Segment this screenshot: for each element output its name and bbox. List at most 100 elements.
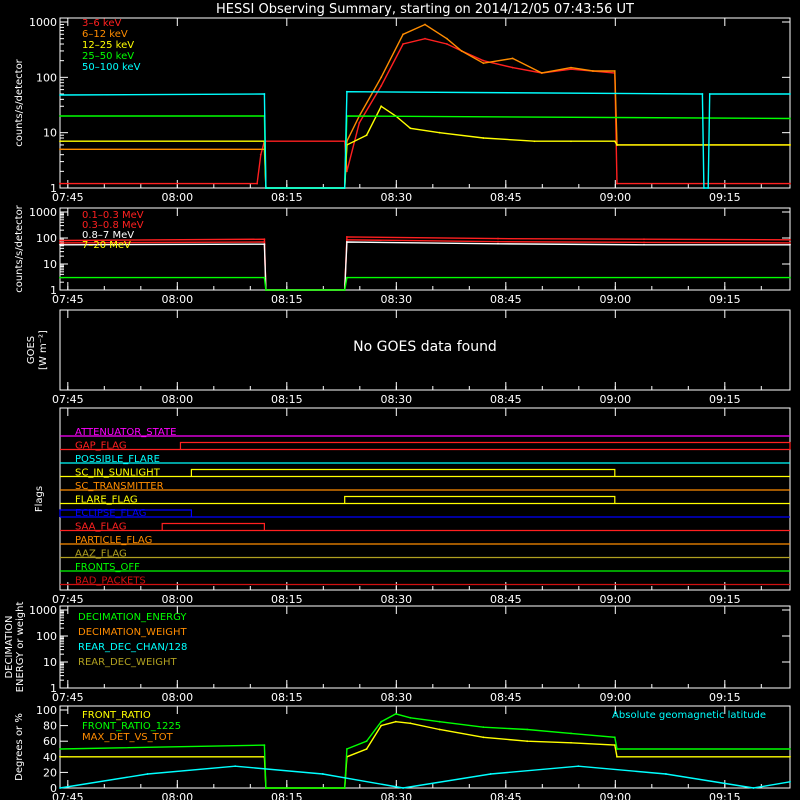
series-4-point xyxy=(343,187,346,189)
series-2-point xyxy=(789,780,791,783)
series-2-point xyxy=(59,140,61,143)
series-1-point xyxy=(570,732,572,735)
x-tick-label: 09:00 xyxy=(599,791,631,800)
series-2-point xyxy=(59,243,61,246)
series-1-point xyxy=(511,57,514,60)
series-4-line xyxy=(59,90,790,189)
x-tick-label: 08:00 xyxy=(161,191,193,204)
series-0-point xyxy=(345,170,348,173)
y-tick-label: 10 xyxy=(43,656,57,669)
series-2-line xyxy=(59,765,791,789)
series-2-point xyxy=(263,243,266,246)
series-0-point xyxy=(526,740,529,743)
series-0-point xyxy=(789,182,791,185)
x-tick-label: 08:45 xyxy=(490,593,522,606)
x-tick-label: 08:45 xyxy=(490,293,522,306)
y-axis-label: GOES xyxy=(26,336,37,364)
x-tick-label: 09:00 xyxy=(599,191,631,204)
series-1-point xyxy=(460,50,463,52)
y-tick-label: 1000 xyxy=(29,16,57,29)
panel-flags-frame xyxy=(59,407,791,591)
legend-entry: 7–20 MeV xyxy=(82,240,131,251)
series-0-point xyxy=(59,755,61,758)
series-1-point xyxy=(424,23,426,26)
series-3-point xyxy=(264,289,267,291)
legend-entry: 50–100 keV xyxy=(82,62,141,73)
y-tick-label: 20 xyxy=(43,766,57,779)
series-0-point xyxy=(59,239,61,242)
series-2-point xyxy=(497,242,499,245)
y-tick-label: 10 xyxy=(43,127,57,140)
flag-step xyxy=(179,441,791,450)
x-tick-label: 08:30 xyxy=(380,393,412,406)
x-tick-label: 08:00 xyxy=(161,691,193,704)
panel-ratio: 07:45 08:00 08:15 08:30 08:45 09:00 09:15 0 20 40… xyxy=(14,704,791,800)
flag-label: FRONTS_OFF xyxy=(75,562,140,573)
panel-counts-high-frame xyxy=(59,207,791,291)
series-2-point xyxy=(643,243,645,246)
series-3-point xyxy=(343,289,346,291)
legend-entry: 0.8–7 MeV xyxy=(82,230,134,241)
series-0-point xyxy=(789,238,791,241)
x-tick-label: 08:30 xyxy=(380,691,412,704)
series-2-point xyxy=(789,144,791,146)
series-4-point xyxy=(263,93,266,95)
y-axis-label: Flags xyxy=(34,486,45,512)
x-tick-label: 08:15 xyxy=(271,593,303,606)
y-tick-label: 1 xyxy=(50,682,57,695)
flag-label: BAD_PACKETS xyxy=(75,576,146,587)
legend-entry: 12–25 keV xyxy=(82,40,134,51)
series-2-point xyxy=(613,140,616,143)
legend-entry: DECIMATION_ENERGY xyxy=(78,612,187,623)
series-2-point xyxy=(409,127,412,130)
series-1-point xyxy=(59,148,61,151)
series-1-line xyxy=(60,23,790,189)
series-1-point xyxy=(482,726,485,729)
x-tick-label: 08:45 xyxy=(490,791,522,800)
flag-label: GAP_FLAG xyxy=(75,441,127,452)
x-tick-label: 07:45 xyxy=(52,691,84,704)
panel-decimation-frame xyxy=(59,605,791,689)
x-tick-label: 08:30 xyxy=(380,293,412,306)
series-1-point xyxy=(446,37,448,40)
panel-goes-frame xyxy=(59,309,791,391)
panel-counts: 07:45 08:00 08:15 08:30 08:45 09:00 09:15 1 10 10… xyxy=(14,16,791,204)
legend-entry: DECIMATION_WEIGHT xyxy=(78,627,187,638)
legend-entry: FRONT_RATIO xyxy=(82,710,151,721)
series-0-point xyxy=(789,755,791,758)
series-1-point xyxy=(613,70,616,72)
series-1-point xyxy=(438,720,441,723)
flag-label: SAA_FLAG xyxy=(75,522,126,533)
series-3-point xyxy=(59,276,61,279)
series-2-point xyxy=(438,131,441,134)
series-1-point xyxy=(59,241,61,244)
x-tick-label: 08:15 xyxy=(271,791,303,800)
x-tick-label: 08:15 xyxy=(271,393,303,406)
x-tick-label: 09:15 xyxy=(709,293,741,306)
series-4-point xyxy=(789,93,791,95)
series-0-point xyxy=(482,736,485,739)
x-tick-label: 08:45 xyxy=(490,393,522,406)
series-1-line xyxy=(59,713,790,789)
right-axis-label: Absolute geomagnetic latitude xyxy=(612,710,766,721)
flag-label: AAZ_FLAG xyxy=(75,549,127,560)
flag-label: ECLIPSE_FLAG xyxy=(75,508,146,519)
panel-decimation: 07:45 08:00 08:15 08:30 08:45 09:00 09:15 1 10 10… xyxy=(4,602,791,704)
y-axis-label: ENERGY or weight xyxy=(15,602,26,693)
series-1-point xyxy=(482,62,485,65)
series-2-point xyxy=(752,787,755,789)
x-tick-label: 08:45 xyxy=(490,691,522,704)
series-2-point xyxy=(365,134,368,137)
y-tick-label: 1000 xyxy=(29,206,57,219)
series-1-point xyxy=(570,66,572,69)
legend-entry: 0.3–0.8 MeV xyxy=(82,220,144,231)
series-1-point xyxy=(540,72,543,74)
y-axis-label: counts/s/detector xyxy=(14,58,25,146)
flag-label: POSSIBLE_FLARE xyxy=(75,454,160,465)
series-1-point xyxy=(264,787,267,789)
flag-label: PARTICLE_FLAG xyxy=(75,535,152,546)
series-2-point xyxy=(577,765,580,768)
flag-label: ATTENUATOR_STATE xyxy=(75,427,176,438)
series-1-point xyxy=(380,76,383,79)
legend-entry: MAX_DET_VS_TOT xyxy=(82,732,174,743)
